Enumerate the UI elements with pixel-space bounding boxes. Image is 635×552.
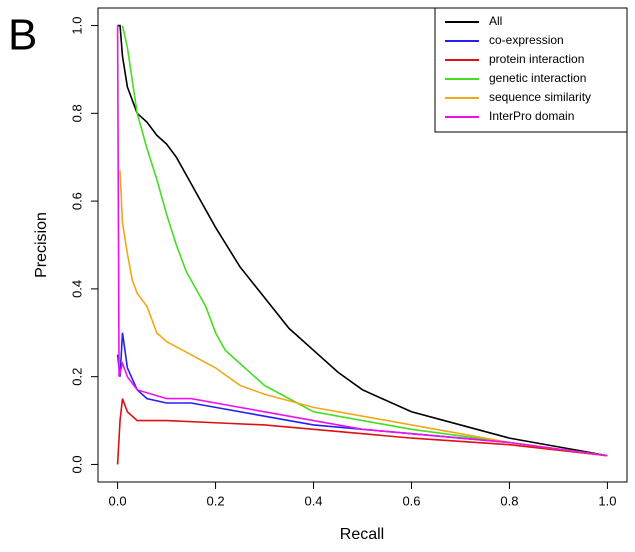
series-line (119, 170, 608, 457)
y-tick-label: 0.6 (69, 192, 84, 210)
series-line (116, 398, 608, 465)
x-tick-label: 0.6 (402, 493, 420, 508)
legend-box (434, 7, 628, 133)
legend-label: All (489, 14, 502, 28)
legend-label: protein interaction (489, 52, 584, 66)
series-line (116, 332, 608, 457)
legend-label: sequence similarity (489, 90, 591, 104)
y-tick-label: 0.0 (69, 455, 84, 473)
legend-label: InterPro domain (489, 109, 574, 123)
series-line (116, 25, 608, 457)
x-tick-label: 0.4 (304, 493, 322, 508)
legend-label: co-expression (489, 33, 564, 47)
x-tick-label: 0.2 (207, 493, 225, 508)
y-tick-label: 0.2 (69, 368, 84, 386)
legend-label: genetic interaction (489, 71, 586, 85)
legend: All co-expression protein interaction genet… (434, 7, 628, 133)
x-tick-label: 1.0 (598, 493, 616, 508)
plot-frame (97, 7, 628, 483)
x-tick-label: 0.8 (500, 493, 518, 508)
y-tick-label: 0.4 (69, 280, 84, 298)
x-axis-label: Recall (340, 526, 384, 543)
y-tick-label: 1.0 (69, 17, 84, 35)
series-line (121, 25, 608, 457)
series-line (117, 24, 608, 457)
y-axis-label: Precision (33, 212, 50, 278)
x-tick-label: 0.0 (109, 493, 127, 508)
panel-label: B (8, 11, 37, 60)
y-tick-label: 0.8 (69, 104, 84, 122)
